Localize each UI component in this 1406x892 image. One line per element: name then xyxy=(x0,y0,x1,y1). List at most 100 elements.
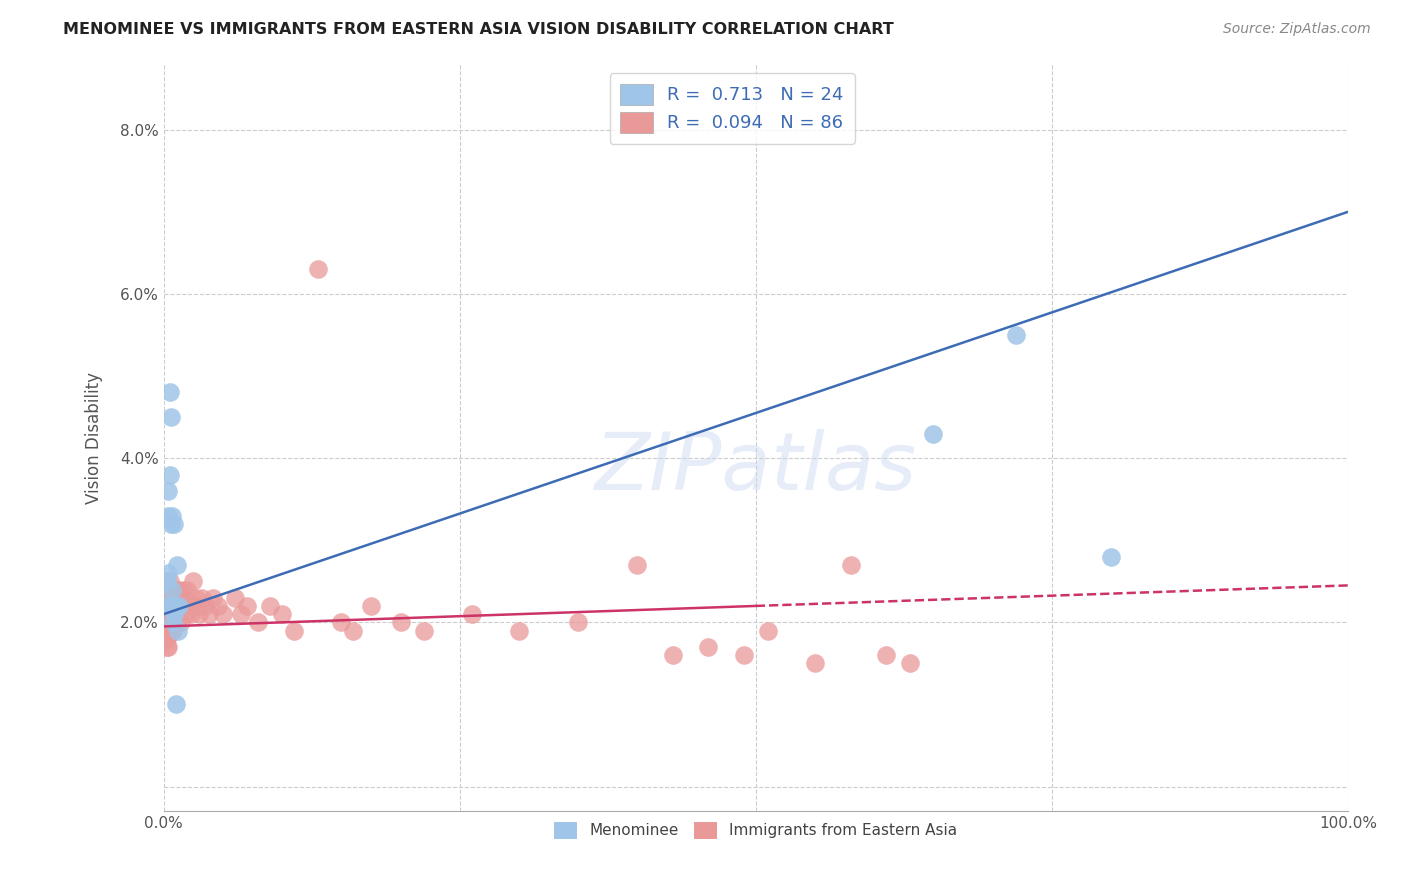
Point xyxy=(188,607,211,621)
Point xyxy=(413,624,436,638)
Point xyxy=(155,599,177,613)
Point xyxy=(194,599,217,613)
Point xyxy=(170,615,193,630)
Point xyxy=(224,591,246,605)
Point xyxy=(166,591,188,605)
Point xyxy=(159,591,181,605)
Point xyxy=(173,599,195,613)
Point xyxy=(153,624,176,638)
Point xyxy=(155,632,177,646)
Point xyxy=(157,615,180,630)
Point xyxy=(733,648,755,663)
Point xyxy=(172,582,194,597)
Point xyxy=(898,657,921,671)
Point xyxy=(271,607,294,621)
Point xyxy=(163,591,186,605)
Point xyxy=(167,607,190,621)
Point xyxy=(159,410,181,425)
Point xyxy=(207,599,229,613)
Point xyxy=(159,385,181,400)
Point xyxy=(163,607,186,621)
Point xyxy=(156,574,179,589)
Point xyxy=(157,582,180,597)
Point xyxy=(159,599,181,613)
Text: MENOMINEE VS IMMIGRANTS FROM EASTERN ASIA VISION DISABILITY CORRELATION CHART: MENOMINEE VS IMMIGRANTS FROM EASTERN ASI… xyxy=(63,22,894,37)
Point xyxy=(662,648,685,663)
Point xyxy=(156,599,179,613)
Point xyxy=(169,599,191,613)
Point xyxy=(184,591,207,605)
Point xyxy=(307,262,329,277)
Point xyxy=(229,607,252,621)
Point xyxy=(174,591,197,605)
Point xyxy=(159,607,181,621)
Point xyxy=(160,591,183,605)
Point xyxy=(460,607,482,621)
Point xyxy=(162,615,184,630)
Point xyxy=(165,599,187,613)
Point xyxy=(162,582,184,597)
Point xyxy=(157,508,180,523)
Point xyxy=(181,574,204,589)
Point xyxy=(508,624,530,638)
Point xyxy=(159,582,181,597)
Point xyxy=(166,615,188,630)
Point xyxy=(155,615,177,630)
Point xyxy=(875,648,897,663)
Point xyxy=(157,624,180,638)
Point xyxy=(1099,549,1122,564)
Point xyxy=(156,640,179,654)
Point xyxy=(153,615,176,630)
Point xyxy=(165,698,187,712)
Point xyxy=(259,599,281,613)
Point xyxy=(186,599,208,613)
Point xyxy=(160,624,183,638)
Point xyxy=(804,657,827,671)
Point xyxy=(180,607,202,621)
Point xyxy=(235,599,257,613)
Point xyxy=(159,624,181,638)
Legend: Menominee, Immigrants from Eastern Asia: Menominee, Immigrants from Eastern Asia xyxy=(548,816,963,845)
Point xyxy=(163,516,186,531)
Point xyxy=(167,582,190,597)
Point xyxy=(156,591,179,605)
Point xyxy=(159,624,181,638)
Point xyxy=(190,591,212,605)
Point xyxy=(202,591,225,605)
Point xyxy=(360,599,382,613)
Point xyxy=(176,582,198,597)
Point xyxy=(159,574,181,589)
Point xyxy=(155,607,177,621)
Point xyxy=(165,582,187,597)
Point xyxy=(1005,328,1028,343)
Point xyxy=(179,599,201,613)
Point xyxy=(162,599,184,613)
Point xyxy=(174,607,197,621)
Point xyxy=(567,615,589,630)
Point xyxy=(167,624,190,638)
Point xyxy=(163,607,186,621)
Point xyxy=(157,599,180,613)
Point xyxy=(160,508,183,523)
Point xyxy=(157,483,180,498)
Point xyxy=(153,632,176,646)
Point xyxy=(697,640,720,654)
Point xyxy=(156,599,179,613)
Point xyxy=(156,607,179,621)
Point xyxy=(330,615,353,630)
Point xyxy=(159,516,181,531)
Point xyxy=(165,607,187,621)
Point xyxy=(156,624,179,638)
Y-axis label: Vision Disability: Vision Disability xyxy=(86,372,103,504)
Point xyxy=(157,566,180,580)
Point xyxy=(197,607,219,621)
Point xyxy=(626,558,648,572)
Point xyxy=(922,426,945,441)
Point xyxy=(159,599,181,613)
Point xyxy=(160,582,183,597)
Point xyxy=(156,632,179,646)
Point xyxy=(159,467,181,482)
Point xyxy=(157,640,180,654)
Point xyxy=(167,591,190,605)
Point xyxy=(756,624,779,638)
